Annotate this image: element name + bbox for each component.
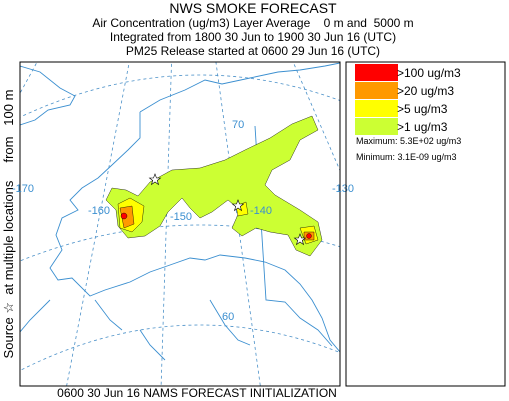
border	[254, 125, 333, 347]
legend-label: >20 ug/m3	[397, 84, 454, 98]
legend-label: >1 ug/m3	[397, 120, 448, 134]
legend-label: >100 ug/m3	[397, 66, 461, 80]
side-label: Source ☆ at multiple locations from 100 …	[1, 90, 16, 359]
longitude-label: -170	[12, 183, 34, 195]
longitude-label: -160	[88, 205, 110, 217]
legend-swatch	[355, 64, 398, 81]
coastline	[20, 62, 340, 353]
source-stars	[148, 173, 307, 246]
map: -170 -160 -150 -140 -130 70 60	[12, 61, 354, 387]
legend-swatch	[355, 100, 398, 117]
legend-swatch	[355, 118, 398, 135]
header-line: PM25 Release started at 0600 29 Jun 16 (…	[126, 44, 380, 58]
coastline	[20, 299, 251, 361]
title: NWS SMOKE FORECAST	[169, 0, 337, 16]
legend-label: >5 ug/m3	[397, 102, 448, 116]
legend-frame	[345, 61, 506, 387]
longitude-label: -140	[250, 205, 272, 217]
legend-minimum: Minimum: 3.1E-09 ug/m3	[356, 152, 457, 162]
legend-swatch	[355, 82, 398, 99]
smoke-plume	[105, 115, 323, 257]
latitude-label: 70	[232, 119, 244, 131]
map-frame	[19, 61, 341, 387]
latitude-label: 60	[222, 311, 234, 323]
graticule	[20, 62, 340, 386]
footer: 0600 30 Jun 16 NAMS FORECAST INITIALIZAT…	[57, 386, 337, 400]
legend-maximum: Maximum: 5.3E+02 ug/m3	[356, 136, 461, 146]
longitude-label: -130	[332, 183, 354, 195]
header-line: Integrated from 1800 30 Jun to 1900 30 J…	[110, 30, 396, 44]
legend: >100 ug/m3 >20 ug/m3 >5 ug/m3 >1 ug/m3 Maxi…	[345, 61, 506, 387]
header-line: Air Concentration (ug/m3) Layer Average …	[92, 16, 413, 30]
longitude-label: -150	[170, 211, 192, 223]
